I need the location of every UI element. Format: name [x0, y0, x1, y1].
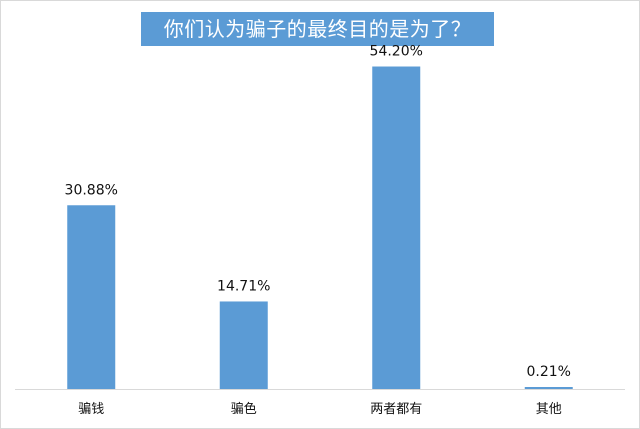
bar-2	[372, 66, 421, 389]
category-label-1: 骗色	[231, 401, 257, 417]
bar-0	[67, 205, 116, 389]
value-label-2: 54.20%	[370, 44, 423, 60]
value-labels-layer: 30.88% 14.71% 54.20% 0.21%	[65, 44, 571, 380]
category-label-3: 其他	[536, 402, 562, 417]
value-label-1: 14.71%	[217, 278, 270, 294]
bar-1	[219, 301, 268, 389]
bar-3	[524, 387, 573, 389]
category-label-0: 骗钱	[78, 402, 104, 417]
value-label-3: 0.21%	[527, 364, 571, 380]
category-labels-layer: 骗钱 骗色 两者都有 其他	[78, 401, 562, 417]
chart-title: 你们认为骗子的最终目的是为了？	[141, 12, 494, 46]
category-label-2: 两者都有	[370, 402, 422, 417]
value-label-0: 30.88%	[65, 182, 118, 198]
bars-layer	[67, 66, 573, 389]
